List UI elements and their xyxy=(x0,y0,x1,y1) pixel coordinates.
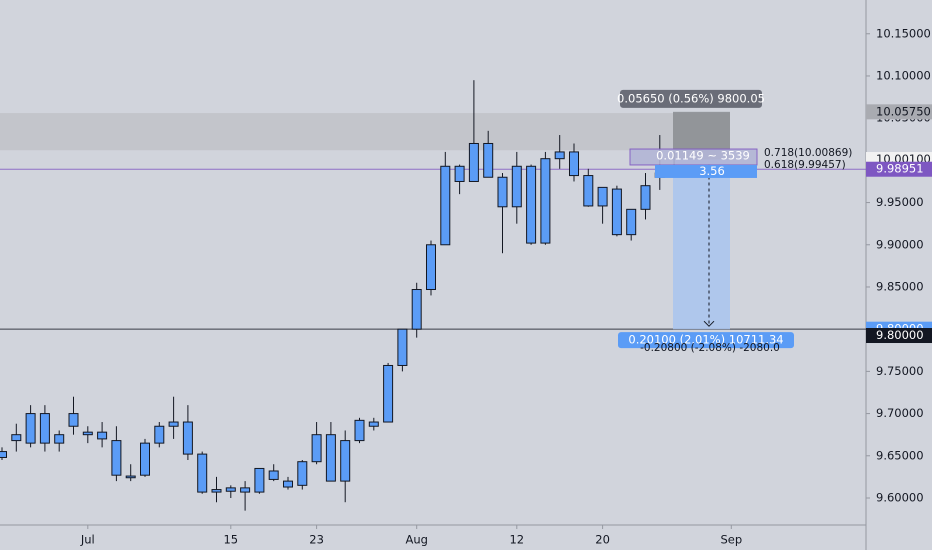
candle-body xyxy=(168,421,179,427)
x-tick-label: 12 xyxy=(509,533,524,547)
candle-body xyxy=(383,364,394,423)
price-label: 9.80000 xyxy=(876,328,924,342)
candle-body xyxy=(497,176,508,208)
y-tick-label: 9.75000 xyxy=(876,364,924,378)
candle-body xyxy=(397,328,408,366)
candle-body xyxy=(211,489,222,493)
y-tick-label: 9.95000 xyxy=(876,195,924,209)
candle-body xyxy=(240,487,251,493)
candle-body xyxy=(411,289,422,330)
fib-box-label: 0.01149 ~ 3539 xyxy=(656,149,750,163)
y-tick-label: 9.60000 xyxy=(876,490,924,504)
measure-label-bg xyxy=(620,89,762,108)
candle-body xyxy=(526,165,537,244)
y-tick-label: 10.10000 xyxy=(876,68,931,82)
candle-body xyxy=(297,461,308,486)
candle-body xyxy=(440,165,451,246)
candle-body xyxy=(468,142,479,182)
candle-body xyxy=(511,165,522,208)
y-tick-label: 9.90000 xyxy=(876,237,924,251)
candle-body xyxy=(282,480,293,488)
candle-body xyxy=(82,431,93,436)
candle-body xyxy=(197,453,208,493)
price-label-bg xyxy=(866,104,932,120)
candle-body xyxy=(54,434,65,444)
candle-body xyxy=(182,421,193,455)
candle-body xyxy=(454,165,465,182)
x-tick-label: Sep xyxy=(720,533,742,547)
x-tick-label: Jul xyxy=(80,533,95,547)
candle-body xyxy=(25,413,36,444)
candle-body xyxy=(583,175,594,207)
fib-label: 0.618(9.99457) xyxy=(764,159,846,171)
y-tick-label: 9.85000 xyxy=(876,279,924,293)
x-tick-label: Aug xyxy=(405,533,427,547)
candle-body xyxy=(540,158,551,244)
measure-label: 0.05650 (0.56%) 9800.05 xyxy=(617,91,765,105)
measure-label: 0.20100 (2.01%) 10711.34 xyxy=(628,333,783,347)
fib-value-box xyxy=(655,164,757,178)
candle-body xyxy=(483,142,494,178)
candle-body xyxy=(111,440,122,476)
candle-body xyxy=(626,208,637,236)
price-label: 9.98951 xyxy=(876,162,924,176)
candle-body xyxy=(254,467,265,493)
x-tick-label: 23 xyxy=(309,533,324,547)
measure-arrow-head xyxy=(703,320,715,327)
measure-sub-label: -0.20800 (-2.08%) -2080.0 xyxy=(640,342,780,354)
zone xyxy=(0,113,730,151)
candle-body xyxy=(140,442,151,476)
candle-body xyxy=(97,431,108,440)
candle-body xyxy=(368,421,379,427)
candle-body xyxy=(597,186,608,207)
y-tick-label: 9.65000 xyxy=(876,448,924,462)
candle-body xyxy=(225,487,236,492)
fib-value-label: 3.56 xyxy=(699,164,725,178)
candle-body xyxy=(125,475,136,479)
fib-label: 0.718(10.00869) xyxy=(764,147,852,159)
price-label: 10.05750 xyxy=(876,104,931,118)
candle-body xyxy=(311,434,322,463)
candle-body xyxy=(39,413,50,444)
candle-body xyxy=(554,151,565,160)
candle-body xyxy=(268,470,279,480)
price-label-bg xyxy=(866,328,932,344)
candle-body xyxy=(154,425,165,444)
price-label-bg xyxy=(866,161,932,177)
measure-box xyxy=(673,159,730,330)
y-tick-label: 9.70000 xyxy=(876,406,924,420)
candle-body xyxy=(611,188,622,236)
candle-body xyxy=(0,451,8,458)
measure-label-bg xyxy=(618,332,794,349)
x-tick-label: 15 xyxy=(223,533,238,547)
x-tick-label: 20 xyxy=(595,533,610,547)
candle-body xyxy=(425,244,436,291)
y-tick-label: 10.15000 xyxy=(876,26,931,40)
candle-body xyxy=(354,419,365,442)
candle-body xyxy=(340,440,351,482)
candle-body xyxy=(325,434,336,482)
candle-body xyxy=(11,434,22,442)
candle-body xyxy=(568,151,579,177)
candle-body xyxy=(68,413,79,427)
candle-body xyxy=(640,185,651,210)
